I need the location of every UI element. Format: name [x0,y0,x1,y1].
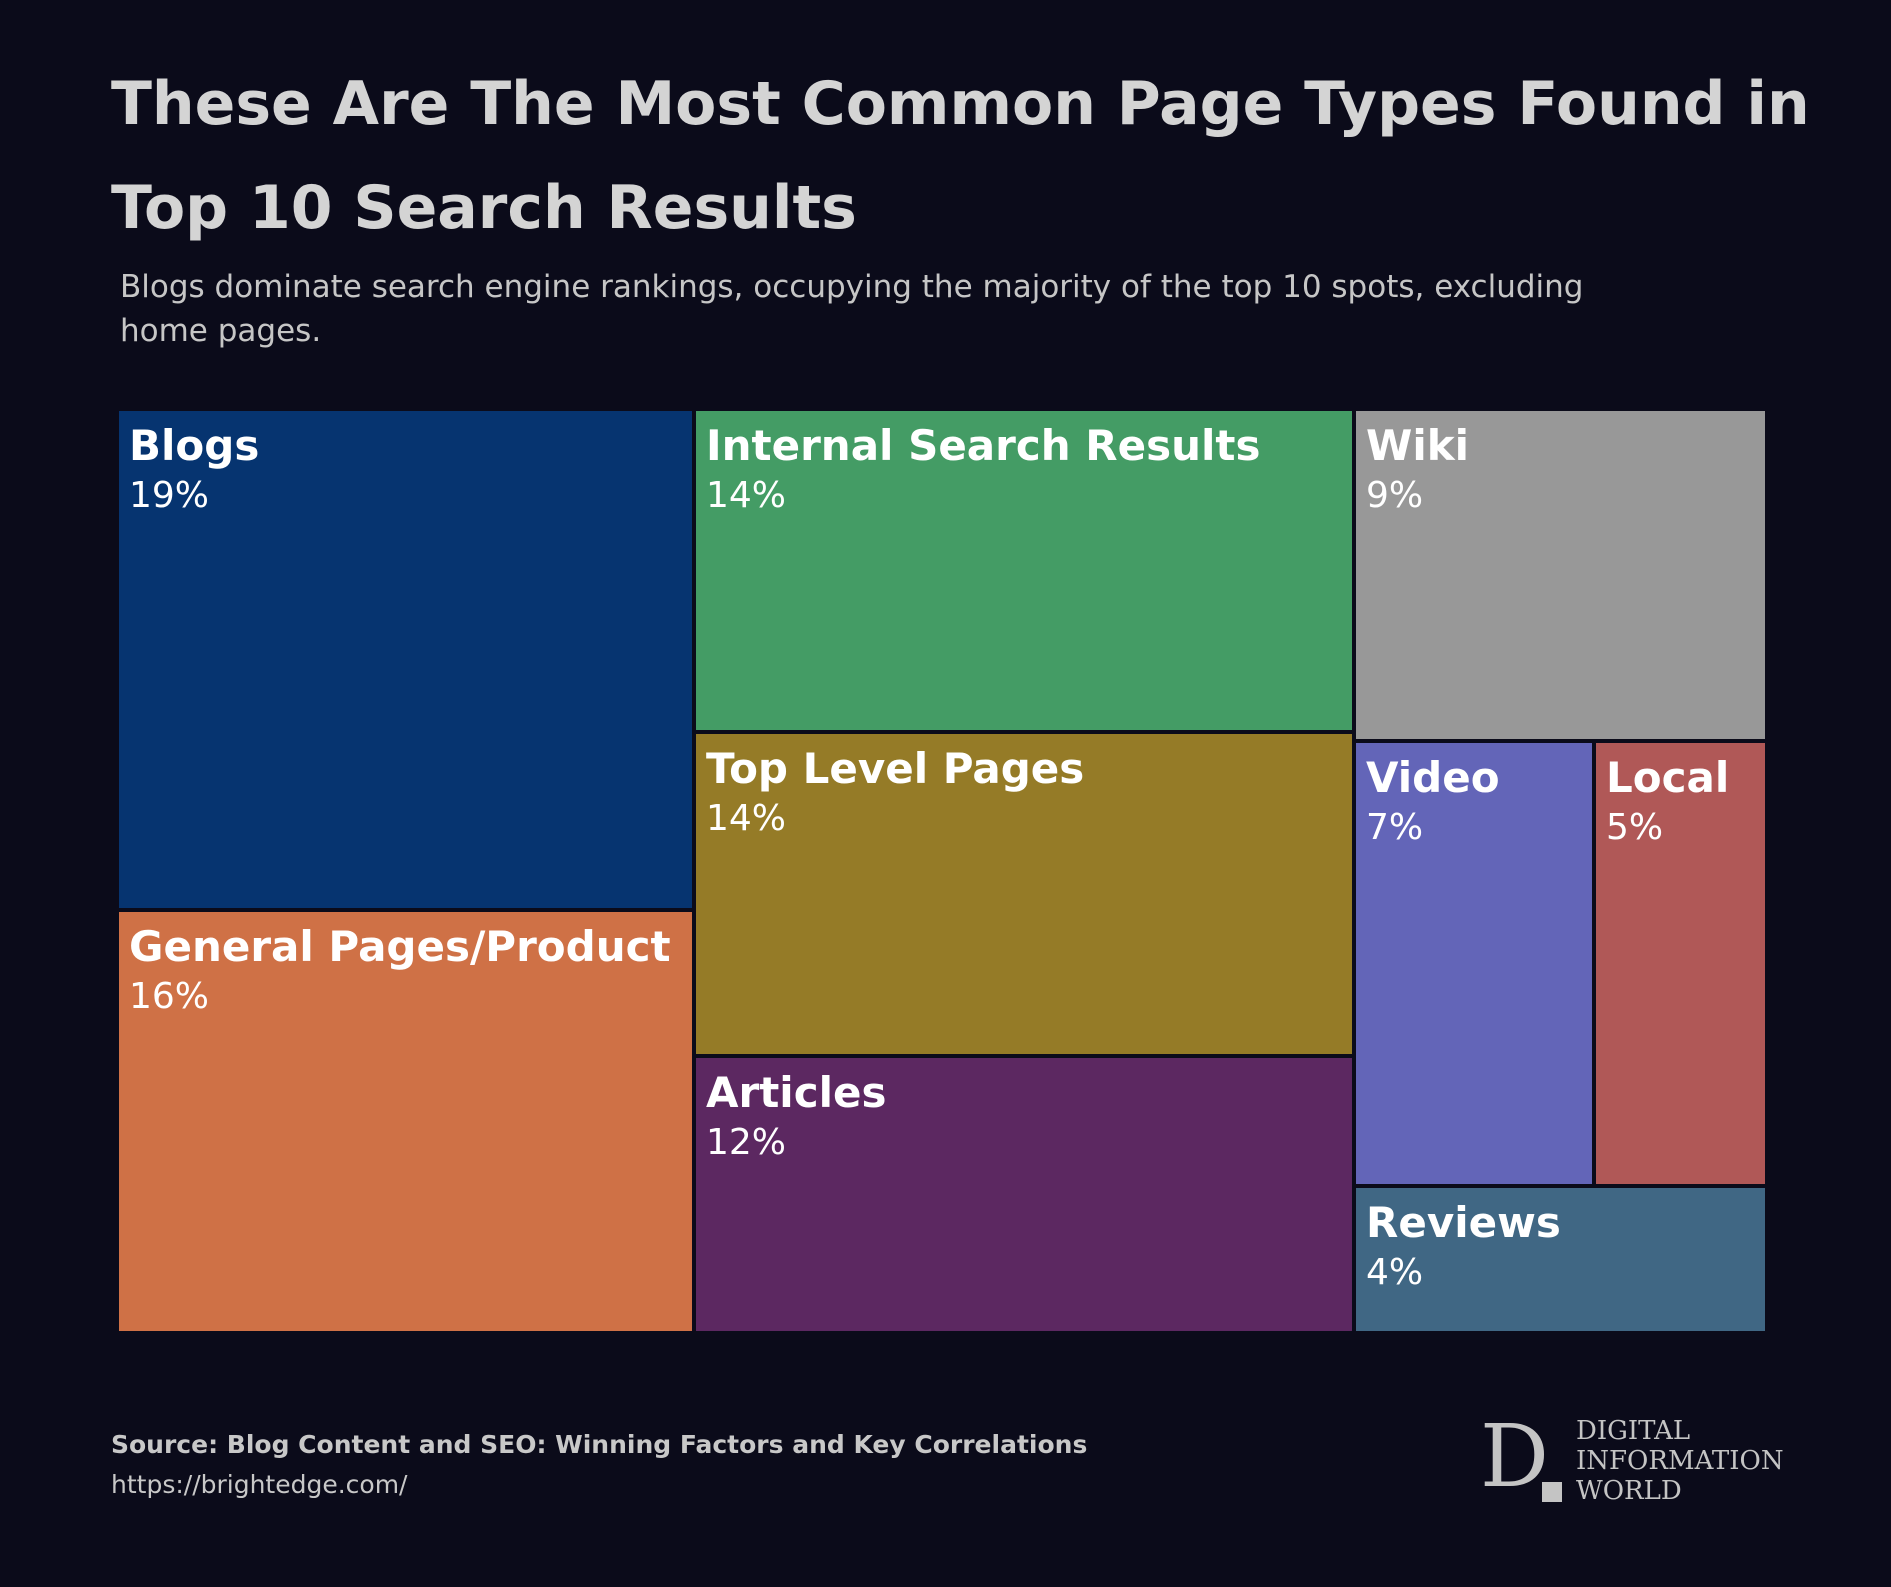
treemap-tile-internal-search-results: Internal Search Results 14% [694,409,1354,732]
tile-value: 9% [1366,475,1424,516]
logo-line: INFORMATION [1576,1446,1784,1476]
logo-square-icon [1542,1482,1562,1502]
tile-label: Articles [706,1068,887,1117]
treemap-tile-wiki: Wiki 9% [1354,409,1767,741]
tile-label: Blogs [129,421,260,470]
logo-line: DIGITAL [1576,1416,1691,1446]
logo-letter: D [1480,1407,1549,1507]
source-url: https://brightedge.com/ [111,1470,408,1499]
tile-label: Internal Search Results [706,421,1261,470]
treemap-tile-local: Local 5% [1594,741,1767,1186]
tile-value: 14% [706,475,787,516]
treemap-tile-top-level-pages: Top Level Pages 14% [694,732,1354,1056]
treemap-tile-video: Video 7% [1354,741,1594,1186]
treemap: Blogs 19% General Pages/Product 16% Internal… [117,409,1767,1333]
digital-information-world-logo: D DIGITAL INFORMATION WORLD [1480,1407,1784,1512]
logo-wordmark: DIGITAL INFORMATION WORLD [1576,1416,1784,1506]
tile-value: 19% [129,475,210,516]
treemap-tile-blogs: Blogs 19% [117,409,694,910]
treemap-tile-general-pages-product: General Pages/Product 16% [117,910,694,1333]
tile-label: Top Level Pages [706,744,1085,793]
tile-label: General Pages/Product [129,922,671,971]
treemap-tile-articles: Articles 12% [694,1056,1354,1333]
tile-value: 14% [706,798,787,839]
logo-line: WORLD [1576,1476,1682,1506]
chart-title: These Are The Most Common Page Types Fou… [111,69,1810,243]
tile-value: 16% [129,976,210,1017]
tile-label: Video [1366,753,1500,802]
chart-subtitle: Blogs dominate search engine rankings, o… [120,269,1584,349]
tile-label: Wiki [1366,421,1470,470]
tile-value: 7% [1366,807,1424,848]
tile-value: 5% [1606,807,1664,848]
treemap-tile-reviews: Reviews 4% [1354,1186,1767,1333]
tile-value: 12% [706,1122,787,1163]
tile-label: Local [1606,753,1730,802]
source-text: Source: Blog Content and SEO: Winning Fa… [111,1430,1088,1459]
tile-label: Reviews [1366,1198,1561,1247]
tile-value: 4% [1366,1252,1424,1293]
